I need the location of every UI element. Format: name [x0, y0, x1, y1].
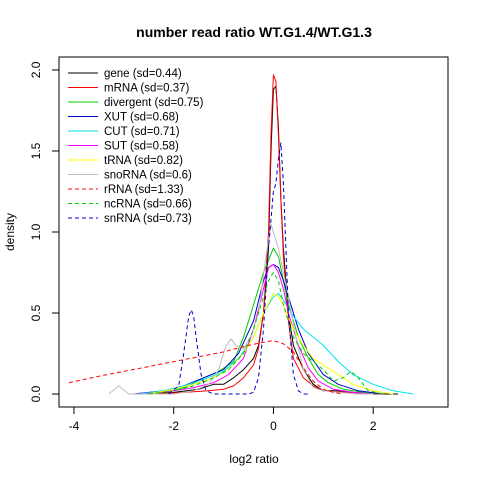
series-line-9	[148, 272, 384, 395]
y-tick-label: 1.5	[29, 142, 43, 159]
legend-label: mRNA (sd=0.37)	[104, 83, 189, 95]
legend-label: SUT (sd=0.58)	[104, 141, 179, 153]
y-tick-label: 1.0	[29, 223, 43, 240]
x-tick-label: 2	[370, 419, 377, 433]
y-axis-label: density	[3, 213, 17, 251]
series-line-7	[108, 223, 374, 395]
chart-title: number read ratio WT.G1.4/WT.G1.3	[136, 24, 372, 40]
series-line-1	[153, 74, 384, 395]
legend: gene (sd=0.44) mRNA (sd=0.37) divergent (s…	[68, 68, 204, 225]
legend-label: gene (sd=0.44)	[104, 68, 182, 80]
y-tick-label: 0.5	[29, 304, 43, 321]
series-line-6	[148, 293, 394, 395]
legend-label: XUT (sd=0.68)	[104, 112, 179, 124]
x-tick-label: -2	[168, 419, 179, 433]
series-line-8	[68, 340, 344, 395]
legend-label: snRNA (sd=0.73)	[104, 213, 192, 225]
x-axis: -4 -2 0 2	[69, 406, 377, 433]
series-line-4	[138, 293, 414, 395]
series-line-5	[143, 263, 374, 395]
legend-label: snoRNA (sd=0.6)	[104, 170, 192, 182]
y-tick-label: 0.0	[29, 385, 43, 402]
x-axis-label: log2 ratio	[229, 452, 279, 466]
x-tick-label: 0	[270, 419, 277, 433]
legend-label: tRNA (sd=0.82)	[104, 155, 183, 167]
series-layer	[68, 74, 414, 395]
y-axis: 0.0 0.5 1.0 1.5 2.0	[29, 61, 60, 402]
series-line-10	[168, 142, 309, 395]
plot-frame	[58, 56, 449, 408]
x-tick-label: -4	[69, 419, 80, 433]
legend-label: divergent (sd=0.75)	[104, 97, 204, 109]
legend-label: rRNA (sd=1.33)	[104, 184, 184, 196]
legend-label: ncRNA (sd=0.66)	[104, 199, 192, 211]
y-tick-label: 2.0	[29, 61, 43, 78]
legend-label: CUT (sd=0.71)	[104, 126, 180, 138]
